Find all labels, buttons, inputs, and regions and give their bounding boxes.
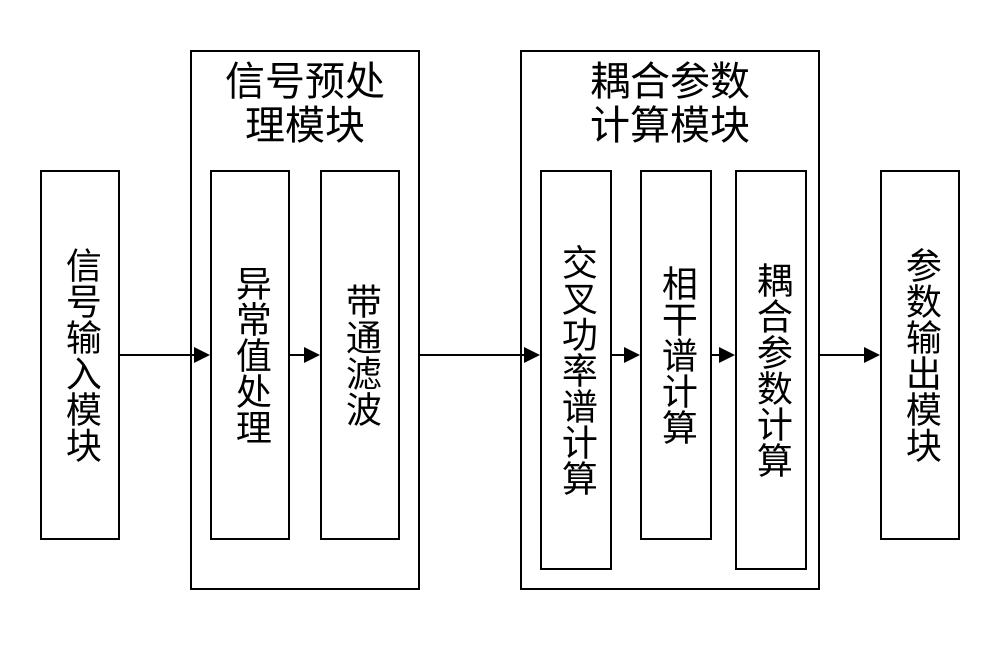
edge-csd-coh [612,354,624,356]
edge-outlier-bandpass [290,354,304,356]
group-preprocessing-title: 信号预处 理模块 [200,60,410,148]
group-coupling-title-l1: 耦合参数 [590,59,750,104]
edge-csd-coh-head [624,347,640,363]
edge-bandpass-csd [420,354,524,356]
node-outlier-handling-label: 异常值处理 [210,170,290,540]
edge-bandpass-csd-head [524,347,540,363]
edge-coh-coup [712,354,719,356]
node-signal-input-label: 信号输入模块 [40,170,120,540]
node-coherence-spectrum-label: 相干谱计算 [640,170,712,540]
node-coupling-param-calc-label: 耦合参数计算 [735,170,807,570]
edge-coup-output [820,354,864,356]
group-preprocessing-title-l2: 理模块 [245,103,365,148]
group-preprocessing-title-l1: 信号预处 [225,59,385,104]
edge-coup-output-head [864,347,880,363]
node-cross-power-spectrum-label: 交叉功率谱计算 [540,170,612,570]
edge-outlier-bandpass-head [304,347,320,363]
diagram-canvas: 信号预处 理模块 耦合参数 计算模块 信号输入模块 异常值处理 带通滤波 交叉功… [0,0,1000,648]
group-coupling-title: 耦合参数 计算模块 [540,60,800,148]
edge-input-outlier [120,354,194,356]
node-bandpass-filter-label: 带通滤波 [320,170,400,540]
group-coupling-title-l2: 计算模块 [590,103,750,148]
node-param-output-label: 参数输出模块 [880,170,960,540]
edge-input-outlier-head [194,347,210,363]
edge-coh-coup-head [719,347,735,363]
